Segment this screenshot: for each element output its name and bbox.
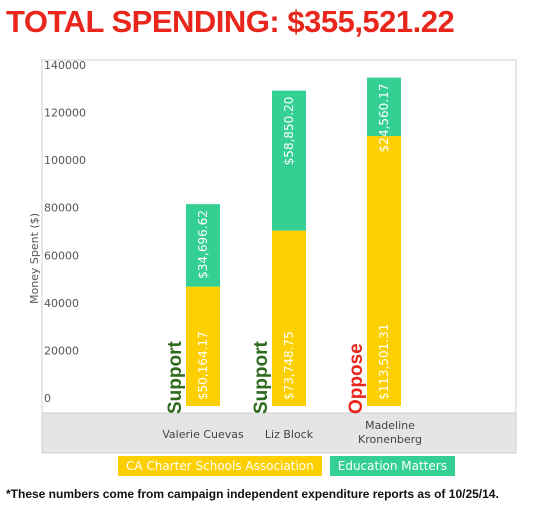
- data-label: $24,560.17: [377, 84, 391, 153]
- data-label: $34,696.62: [196, 210, 210, 279]
- chart-legend: CA Charter Schools Association Education…: [118, 456, 455, 476]
- data-label: $50,164.17: [196, 331, 210, 400]
- y-tick-label: 100000: [44, 154, 86, 167]
- data-label: $73,748.75: [282, 331, 296, 400]
- y-tick-label: 20000: [44, 344, 79, 357]
- category-label: Kronenberg: [358, 433, 422, 446]
- bar-block-charter: [272, 230, 306, 406]
- y-tick-label: 0: [44, 392, 51, 405]
- y-tick-label: 60000: [44, 249, 79, 262]
- bar-kronenberg-charter: [367, 136, 401, 406]
- y-tick-label: 120000: [44, 107, 86, 120]
- stance-label-block: Support: [251, 341, 272, 414]
- legend-item-education: Education Matters: [329, 456, 455, 476]
- legend-label-charter: CA Charter Schools Association: [126, 459, 314, 473]
- y-tick-label: 40000: [44, 297, 79, 310]
- bar-cuevas-charter: [186, 286, 220, 406]
- category-axis-band: [41, 412, 517, 454]
- data-label: $58,850.20: [282, 97, 296, 166]
- y-axis-label: Money Spent ($): [28, 213, 41, 304]
- stance-label-cuevas: Support: [165, 341, 186, 414]
- category-label: Liz Block: [265, 428, 314, 441]
- legend-item-charter: CA Charter Schools Association: [118, 456, 322, 476]
- y-tick-label: 140000: [44, 59, 86, 72]
- data-label: $113,501.31: [377, 324, 391, 400]
- category-label: Madeline: [365, 419, 415, 432]
- page-title: TOTAL SPENDING: $355,521.22: [6, 4, 455, 39]
- category-label: Valerie Cuevas: [162, 428, 244, 441]
- bar-block-education: [272, 90, 306, 231]
- y-tick-label: 80000: [44, 202, 79, 215]
- stance-label-kronenberg: Oppose: [346, 343, 367, 414]
- legend-label-education: Education Matters: [337, 459, 447, 473]
- footnote: *These numbers come from campaign indepe…: [6, 487, 499, 501]
- bar-kronenberg-education: [367, 77, 401, 137]
- bar-cuevas-education: [186, 204, 220, 287]
